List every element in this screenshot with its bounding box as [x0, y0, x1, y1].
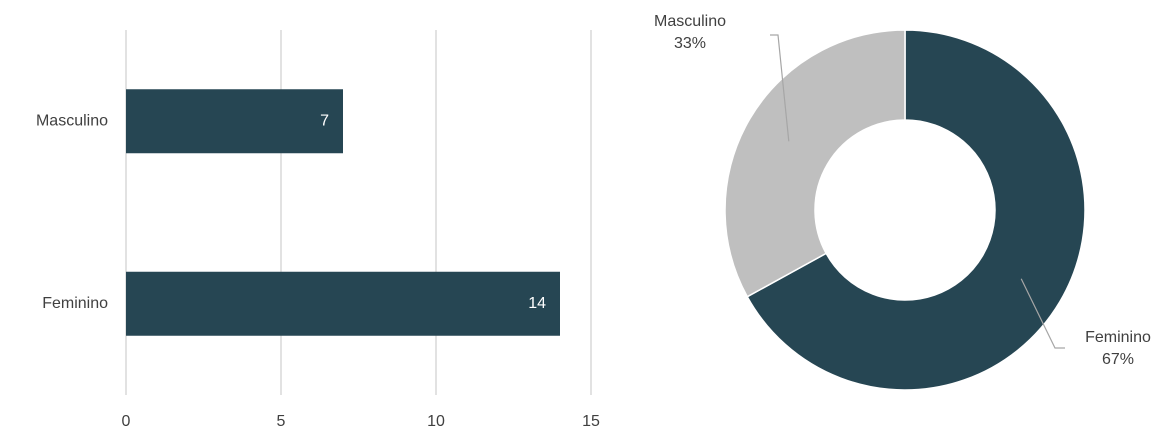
pie-slice	[746, 29, 1086, 391]
bar	[126, 89, 343, 154]
leader-line	[1020, 278, 1065, 349]
pie-label: Feminino	[1085, 329, 1151, 346]
value-label: 7	[320, 112, 329, 129]
y-tick-label: Feminino	[42, 295, 108, 312]
x-tick-label: 10	[427, 413, 445, 430]
pie-value-label: 67%	[1102, 351, 1134, 368]
pie-label: Masculino	[654, 13, 726, 30]
pie-slice	[724, 29, 906, 298]
x-tick-label: 5	[277, 413, 286, 430]
value-label: 14	[528, 295, 546, 312]
y-tick-label: Masculino	[36, 112, 108, 129]
x-tick-label: 0	[122, 413, 131, 430]
pie-value-label: 33%	[674, 35, 706, 52]
x-tick-label: 15	[582, 413, 600, 430]
bar	[126, 271, 560, 336]
leader-line	[770, 34, 790, 142]
